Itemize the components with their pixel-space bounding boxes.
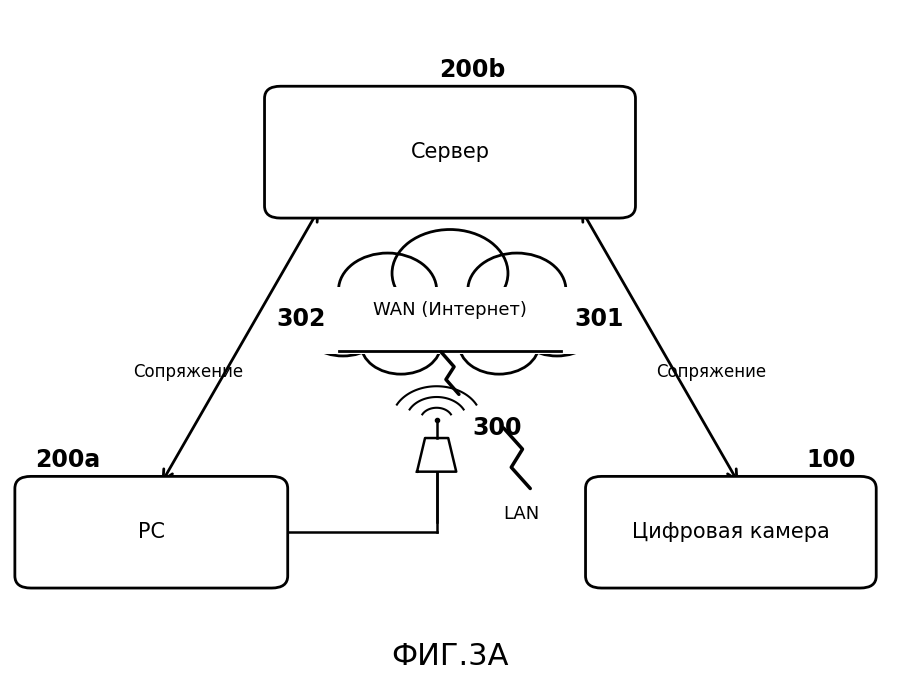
Text: Сопряжение: Сопряжение <box>656 364 767 381</box>
Text: Цифровая камера: Цифровая камера <box>632 522 830 542</box>
Text: 302: 302 <box>276 306 326 331</box>
Text: 100: 100 <box>806 447 856 472</box>
Circle shape <box>392 229 508 317</box>
Circle shape <box>338 253 436 327</box>
Bar <box>294 287 606 354</box>
Text: ФИГ.3А: ФИГ.3А <box>392 642 508 671</box>
FancyBboxPatch shape <box>265 86 635 218</box>
Text: PC: PC <box>138 522 165 542</box>
Circle shape <box>514 291 599 356</box>
Circle shape <box>459 313 539 374</box>
Text: LAN: LAN <box>503 505 539 523</box>
Circle shape <box>468 253 566 327</box>
Polygon shape <box>417 438 456 472</box>
Text: Сопряжение: Сопряжение <box>133 364 244 381</box>
Text: WAN (Интернет): WAN (Интернет) <box>374 301 526 319</box>
Text: 200b: 200b <box>439 57 506 82</box>
Text: 300: 300 <box>472 416 522 440</box>
Text: Сервер: Сервер <box>410 142 490 162</box>
Circle shape <box>361 313 441 374</box>
FancyBboxPatch shape <box>15 477 288 588</box>
Text: 301: 301 <box>574 306 624 331</box>
Circle shape <box>301 291 386 356</box>
Text: 200a: 200a <box>35 447 101 472</box>
FancyBboxPatch shape <box>586 477 877 588</box>
